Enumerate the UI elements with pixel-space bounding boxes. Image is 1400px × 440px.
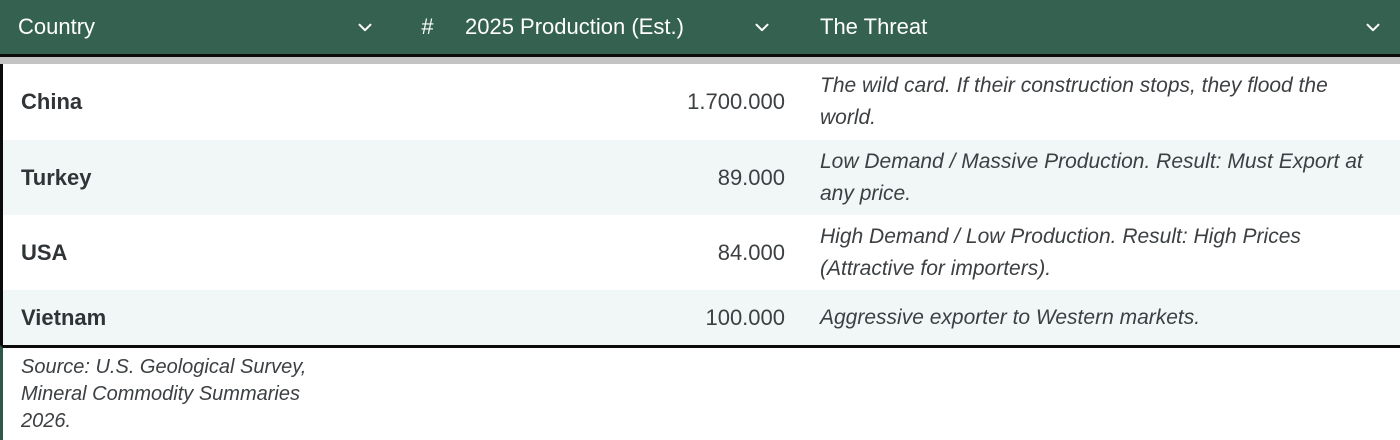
production-cell: 84.000 <box>717 239 785 265</box>
source-note: Source: U.S. Geological Survey, Mineral … <box>21 356 307 432</box>
table-row-china: China 1.700.000 The wild card. If their … <box>3 64 1400 140</box>
column-header-country[interactable]: Country <box>0 0 400 54</box>
threat-cell: High Demand / Low Production. Result: Hi… <box>820 224 1301 280</box>
table-footer: Source: U.S. Geological Survey, Mineral … <box>0 345 1400 440</box>
country-cell: USA <box>21 239 68 265</box>
table-header: Country # 2025 Production (Est.) The Thr… <box>0 0 1400 57</box>
column-header-rank-label: # <box>421 14 434 39</box>
threat-cell: Aggressive exporter to Western markets. <box>820 305 1201 329</box>
header-shadow <box>0 57 1400 64</box>
chevron-down-icon[interactable] <box>1362 16 1384 38</box>
table-row-usa: USA 84.000 High Demand / Low Production.… <box>3 215 1400 290</box>
chevron-down-icon[interactable] <box>354 16 376 38</box>
column-header-production[interactable]: 2025 Production (Est.) <box>455 0 785 54</box>
table-body: China 1.700.000 The wild card. If their … <box>0 64 1400 345</box>
threat-cell: Low Demand / Massive Production. Result:… <box>820 149 1363 205</box>
country-cell: China <box>21 89 83 114</box>
table-row-turkey: Turkey 89.000 Low Demand / Massive Produ… <box>3 140 1400 215</box>
column-header-threat-label: The Threat <box>820 14 928 39</box>
production-cell: 100.000 <box>705 304 785 330</box>
chevron-down-icon[interactable] <box>751 16 773 38</box>
table-row-vietnam: Vietnam 100.000 Aggressive exporter to W… <box>3 290 1400 345</box>
column-header-production-label: 2025 Production (Est.) <box>465 14 684 39</box>
production-cell: 89.000 <box>717 164 785 190</box>
production-cell: 1.700.000 <box>687 89 785 114</box>
column-header-rank[interactable]: # <box>400 0 455 54</box>
country-cell: Turkey <box>21 164 92 190</box>
column-header-threat[interactable]: The Threat <box>785 0 1400 54</box>
column-header-country-label: Country <box>18 14 96 39</box>
threat-cell: The wild card. If their construction sto… <box>820 74 1328 129</box>
country-cell: Vietnam <box>21 304 107 330</box>
